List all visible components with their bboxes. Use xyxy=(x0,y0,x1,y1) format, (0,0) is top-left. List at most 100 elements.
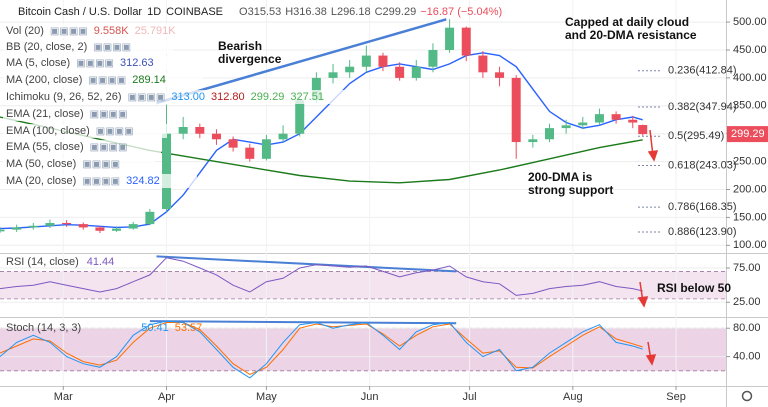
y-tick-label: 100.00 xyxy=(733,239,767,251)
y-tick-label: 40.00 xyxy=(733,351,761,363)
fib-label: 0.786(168.35) xyxy=(668,201,737,213)
candle-body xyxy=(428,49,438,67)
legend-bg xyxy=(3,73,203,87)
y-tick-label: 200.00 xyxy=(733,183,767,195)
legend-value: 313.00 xyxy=(171,91,205,103)
legend-name: EMA (100, close) xyxy=(6,125,90,137)
annotation: RSI below 50 xyxy=(657,281,731,295)
legend-name: Vol (20) xyxy=(6,25,44,37)
stoch-title: Stoch (14, 3, 3) xyxy=(6,322,81,334)
legend-icons: ▣▣▣▣ xyxy=(93,42,131,53)
legend-name: BB (20, close, 2) xyxy=(6,41,87,53)
y-tick-label: 500.00 xyxy=(733,16,767,28)
ohlc-value: H316.38 xyxy=(285,6,327,18)
candle-body xyxy=(461,27,471,56)
annotation: Capped at daily cloud xyxy=(565,15,689,29)
stoch-legend: Stoch (14, 3, 3) 50.41 53.57 xyxy=(6,322,202,334)
legend-row: EMA (100, close) ▣▣▣▣ xyxy=(6,125,134,137)
legend-value: 9.558K xyxy=(94,25,130,37)
candle-body xyxy=(395,66,405,78)
legend-row: BB (20, close, 2) ▣▣▣▣ xyxy=(6,41,131,53)
candle-body xyxy=(162,133,172,210)
annotation: Bearish xyxy=(218,39,262,53)
candle-body xyxy=(78,224,88,228)
candle-body xyxy=(278,133,288,140)
candle-body xyxy=(0,229,5,232)
candle-body xyxy=(145,211,155,225)
x-tick-label: Apr xyxy=(158,391,175,403)
legend-bg xyxy=(3,174,197,188)
x-tick-label: May xyxy=(256,391,277,403)
candle-body xyxy=(544,128,554,140)
legend-icons: ▣▣▣▣ xyxy=(88,75,126,86)
candle-body xyxy=(178,127,188,134)
ohlc-value: −16.87 (−5.04%) xyxy=(420,6,502,18)
legend-bg xyxy=(3,157,155,171)
legend-value: 324.82 xyxy=(126,175,160,187)
candle-body xyxy=(528,139,538,143)
legend-name: MA (20, close) xyxy=(6,175,76,187)
rsi-trendline xyxy=(156,255,457,273)
legend-row: MA (50, close) ▣▣▣▣ xyxy=(6,158,120,170)
rsi-title: RSI (14, close) xyxy=(6,256,79,268)
candle-body xyxy=(45,222,55,226)
legend-bg xyxy=(3,40,173,54)
annotation: and 20-DMA resistance xyxy=(565,28,697,42)
y-tick-label: 450.00 xyxy=(733,44,767,56)
legend-row: Vol (20) ▣▣▣▣ 9.558K 25.791K xyxy=(6,25,176,37)
candle-body xyxy=(245,147,255,159)
chart-header: Bitcoin Cash / U.S. Dollar 1D COINBASE O315… xyxy=(18,6,502,18)
legend-row: EMA (55, close) ▣▣▣▣ xyxy=(6,141,127,153)
legend-value: 289.14 xyxy=(132,74,166,86)
legend-value: 299.29 xyxy=(251,91,285,103)
candle-body xyxy=(511,77,521,143)
legend-bg xyxy=(3,124,167,138)
ohlc-value: C299.29 xyxy=(375,6,417,18)
y-tick-label: 25.00 xyxy=(733,296,761,308)
x-tick-label: Mar xyxy=(54,391,73,403)
stoch-d-value: 53.57 xyxy=(175,322,203,334)
candle-body xyxy=(378,55,388,67)
annotation: 200-DMA is xyxy=(528,170,593,184)
candle-body xyxy=(328,72,338,78)
ohlc-value: L296.18 xyxy=(331,6,371,18)
y-tick-label: 400.00 xyxy=(733,72,767,84)
legend-icons: ▣▣▣▣ xyxy=(82,176,120,187)
legend-bg xyxy=(3,56,191,70)
candle-body xyxy=(361,55,371,67)
arrow-head xyxy=(647,150,659,162)
rsi-line xyxy=(0,257,643,296)
legend-row: MA (20, close) ▣▣▣▣ 324.82 xyxy=(6,175,160,187)
fib-label: 0.618(243.03) xyxy=(668,159,737,171)
candle-body xyxy=(228,139,238,148)
last-price-label: 299.29 xyxy=(731,128,765,140)
arrow-head xyxy=(637,296,649,308)
trendline xyxy=(156,18,447,105)
legend-bg xyxy=(3,107,161,121)
candle-body xyxy=(594,114,604,123)
legend-bg xyxy=(3,140,161,154)
candle-body xyxy=(638,125,648,135)
legend-value: 25.791K xyxy=(135,25,177,37)
candle-body xyxy=(411,66,421,78)
candle-body xyxy=(611,114,621,120)
legend-row: MA (200, close) ▣▣▣▣ 289.14 xyxy=(6,74,166,86)
y-tick-label: 75.00 xyxy=(733,262,761,274)
rsi-value: 41.44 xyxy=(87,256,115,268)
candle-body xyxy=(628,119,638,123)
legend-name: MA (200, close) xyxy=(6,74,82,86)
candle-body xyxy=(311,77,321,101)
indicator-band xyxy=(0,328,726,371)
settings-icon[interactable] xyxy=(741,390,753,402)
stoch-trendline xyxy=(149,320,457,325)
legend-row: MA (5, close) ▣▣▣▣ 312.63 xyxy=(6,57,154,69)
legend-name: EMA (21, close) xyxy=(6,108,84,120)
legend-name: MA (50, close) xyxy=(6,158,76,170)
candle-body xyxy=(478,55,488,73)
arrows xyxy=(637,129,659,366)
legend-name: MA (5, close) xyxy=(6,57,70,69)
ohlc-value: O315.53 xyxy=(239,6,281,18)
x-tick-label: Jul xyxy=(463,391,477,403)
legend-bg xyxy=(3,24,203,38)
